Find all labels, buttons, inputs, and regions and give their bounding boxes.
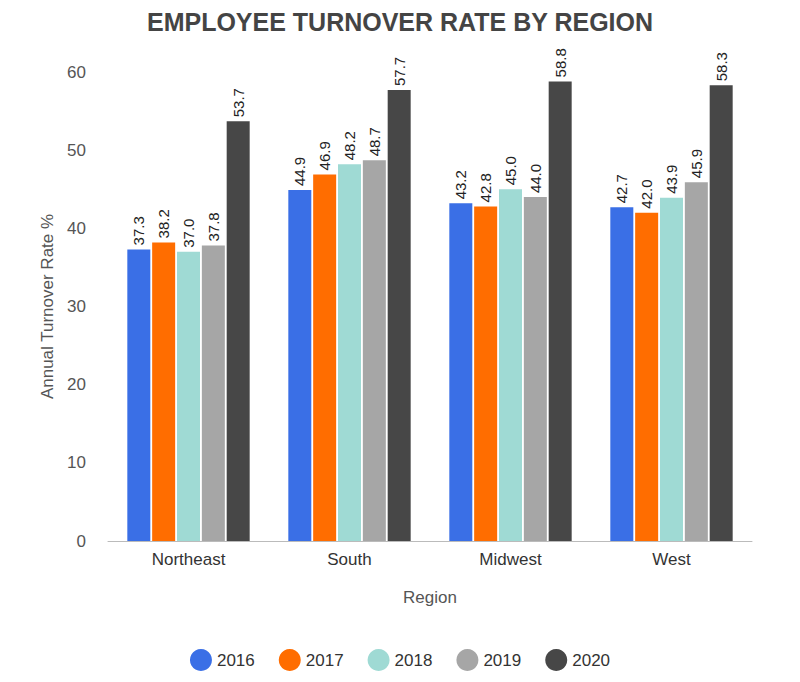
svg-text:48.2: 48.2 <box>341 131 358 160</box>
svg-text:37.0: 37.0 <box>180 219 197 248</box>
svg-text:43.9: 43.9 <box>663 165 680 194</box>
svg-text:37.8: 37.8 <box>205 212 222 241</box>
svg-text:2016: 2016 <box>217 651 255 670</box>
svg-text:42.0: 42.0 <box>638 179 655 208</box>
svg-text:42.8: 42.8 <box>477 173 494 202</box>
svg-text:53.7: 53.7 <box>230 88 247 117</box>
svg-text:46.9: 46.9 <box>316 141 333 170</box>
svg-text:42.7: 42.7 <box>613 174 630 203</box>
svg-text:2017: 2017 <box>306 651 344 670</box>
svg-text:40: 40 <box>67 219 86 238</box>
svg-text:48.7: 48.7 <box>366 127 383 156</box>
svg-text:45.0: 45.0 <box>502 156 519 185</box>
svg-text:0: 0 <box>77 532 86 551</box>
svg-text:2019: 2019 <box>483 651 521 670</box>
svg-text:57.7: 57.7 <box>391 57 408 86</box>
svg-text:43.2: 43.2 <box>452 170 469 199</box>
svg-text:Annual Turnover Rate %: Annual Turnover Rate % <box>38 214 57 399</box>
svg-text:West: West <box>652 550 691 569</box>
svg-text:58.3: 58.3 <box>713 52 730 81</box>
svg-text:37.3: 37.3 <box>130 216 147 245</box>
svg-text:45.9: 45.9 <box>688 149 705 178</box>
svg-text:50: 50 <box>67 141 86 160</box>
svg-text:2018: 2018 <box>395 651 433 670</box>
svg-text:South: South <box>327 550 371 569</box>
svg-text:10: 10 <box>67 453 86 472</box>
svg-text:Midwest: Midwest <box>479 550 542 569</box>
svg-text:30: 30 <box>67 297 86 316</box>
svg-text:44.0: 44.0 <box>527 164 544 193</box>
svg-text:2020: 2020 <box>572 651 610 670</box>
svg-text:58.8: 58.8 <box>552 48 569 77</box>
svg-text:20: 20 <box>67 375 86 394</box>
svg-text:EMPLOYEE TURNOVER RATE BY REGI: EMPLOYEE TURNOVER RATE BY REGION <box>147 8 653 36</box>
svg-text:Northeast: Northeast <box>152 550 226 569</box>
svg-text:44.9: 44.9 <box>291 157 308 186</box>
svg-text:60: 60 <box>67 63 86 82</box>
svg-text:Region: Region <box>403 588 457 607</box>
svg-text:38.2: 38.2 <box>155 209 172 238</box>
